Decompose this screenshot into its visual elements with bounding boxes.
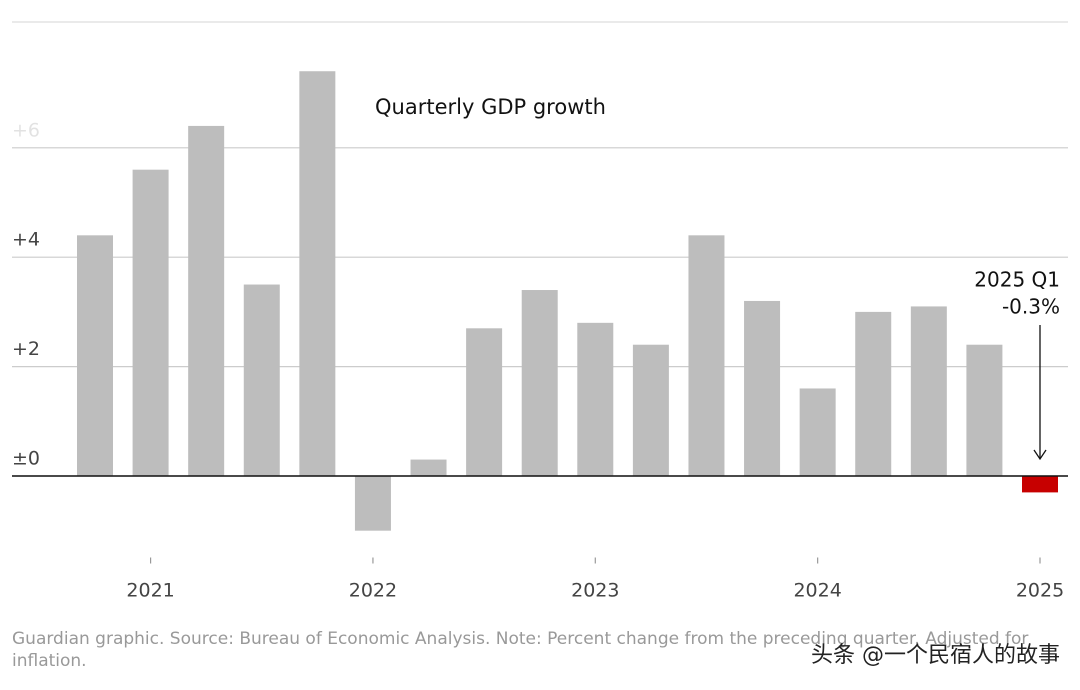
bar xyxy=(1022,475,1058,493)
bar xyxy=(855,311,892,476)
chart-title: Quarterly GDP growth xyxy=(375,95,606,119)
x-tick-label: 2021 xyxy=(126,580,174,602)
y-tick-label: +4 xyxy=(12,229,40,251)
annotation: 2025 Q1 xyxy=(974,268,1060,292)
x-tick-label: 2022 xyxy=(349,580,397,602)
bar xyxy=(299,71,336,476)
arrow-head xyxy=(1033,449,1047,461)
bar xyxy=(243,284,280,476)
bar xyxy=(688,235,725,476)
source-note: Guardian graphic. Source: Bureau of Econ… xyxy=(12,629,1029,671)
y-tick-label: +6 xyxy=(12,119,40,141)
bar xyxy=(466,328,503,476)
bar xyxy=(966,344,1003,476)
y-tick-label: ±0 xyxy=(12,447,40,469)
x-tick-label: 2023 xyxy=(571,580,619,602)
bar xyxy=(354,475,391,531)
bar xyxy=(410,459,447,476)
bar xyxy=(521,290,558,476)
bar xyxy=(910,306,947,476)
source-box: Guardian graphic. Source: Bureau of Econ… xyxy=(12,629,1029,671)
bar xyxy=(632,344,669,476)
bar xyxy=(799,388,836,476)
bar xyxy=(188,125,225,476)
x-tick-label: 2025 xyxy=(1016,580,1064,602)
bar xyxy=(577,322,614,476)
bar xyxy=(744,300,781,476)
bar xyxy=(77,235,113,476)
watermark: 头条 @一个民宿人的故事 xyxy=(811,643,1060,668)
bar xyxy=(132,169,169,476)
value-label: -0.3% xyxy=(1002,295,1060,319)
x-tick-label: 2024 xyxy=(793,580,841,602)
y-tick-label: +2 xyxy=(12,338,40,360)
